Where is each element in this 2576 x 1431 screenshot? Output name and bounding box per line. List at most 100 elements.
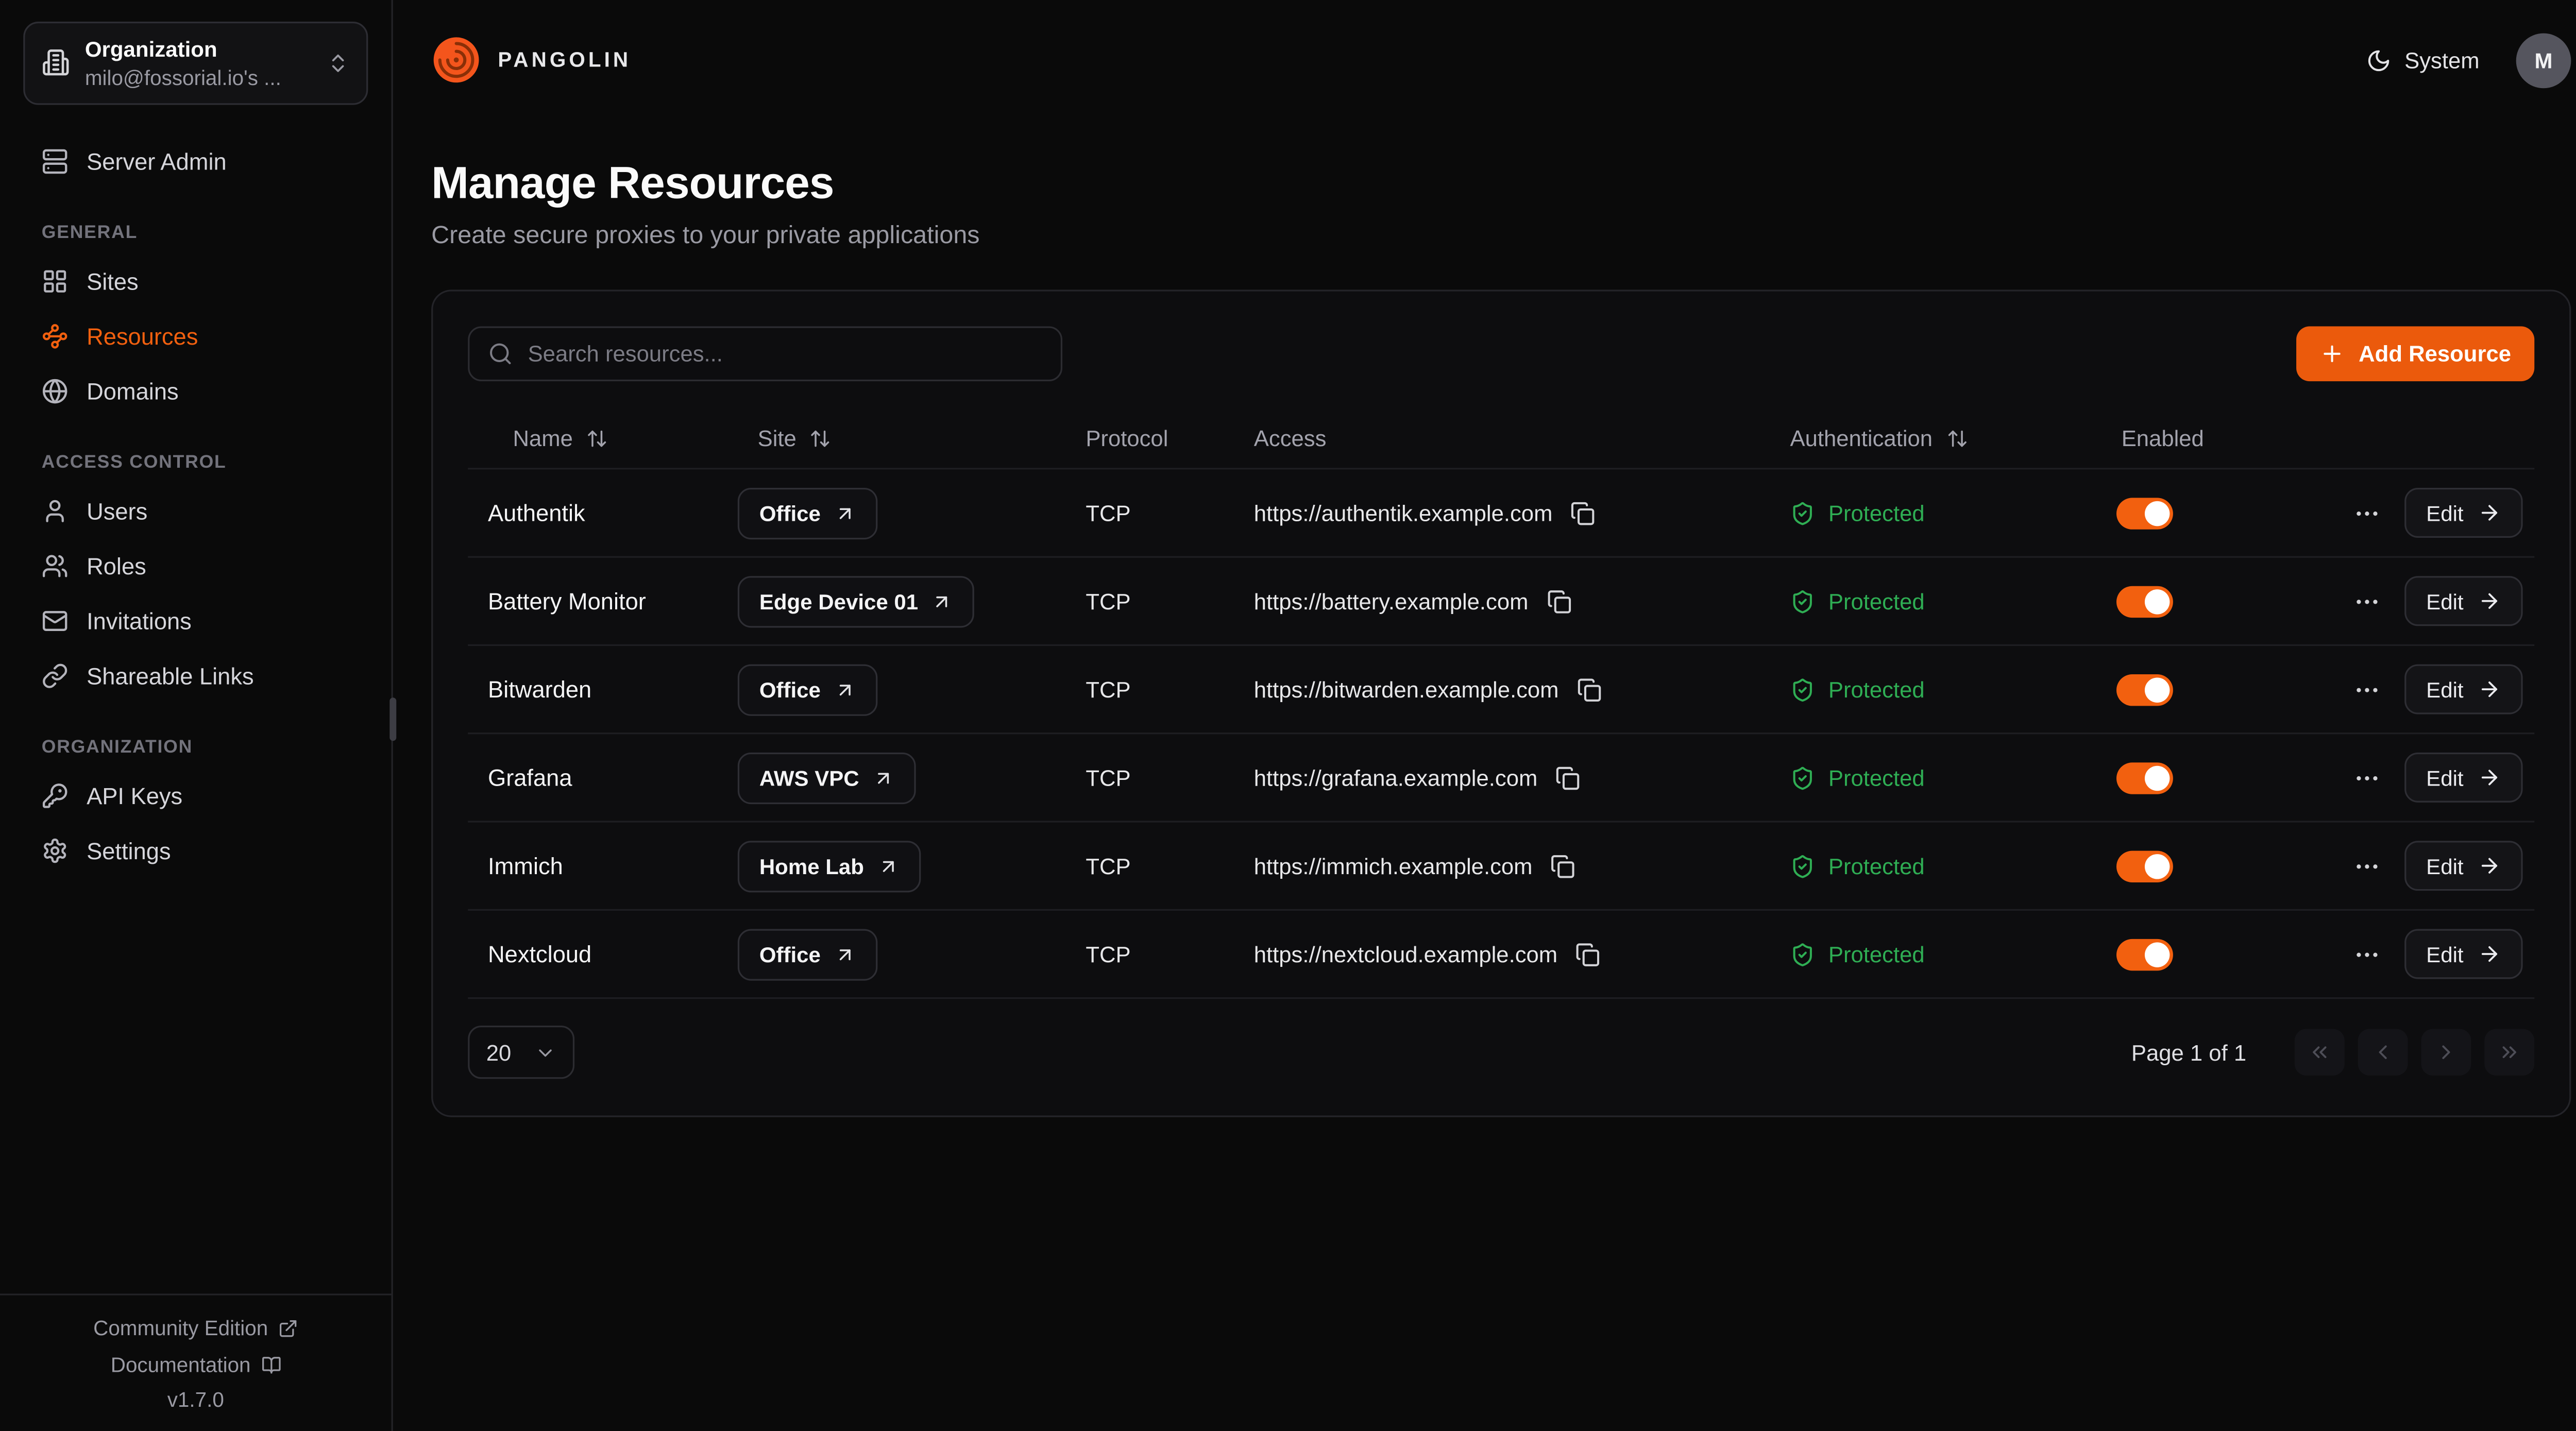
row-menu-button[interactable]	[2349, 496, 2384, 531]
add-resource-button[interactable]: Add Resource	[2297, 326, 2535, 382]
edit-button[interactable]: Edit	[2404, 664, 2523, 714]
authentication-cell: Protected	[1790, 500, 2116, 525]
copy-url-button[interactable]	[1547, 589, 1571, 614]
row-menu-button[interactable]	[2349, 672, 2384, 707]
page-subtitle: Create secure proxies to your private ap…	[431, 221, 980, 250]
row-menu-button[interactable]	[2349, 848, 2384, 883]
column-header-site[interactable]: Site	[738, 426, 1086, 451]
site-cell: Edge Device 01	[737, 575, 1086, 627]
row-menu-button[interactable]	[2349, 936, 2384, 972]
chevron-right-icon	[2442, 1045, 2450, 1059]
sidebar-item-domains[interactable]: Domains	[23, 364, 368, 419]
arrow-right-icon	[2482, 946, 2498, 962]
arrow-up-right-icon	[839, 948, 851, 960]
shield-check-icon	[1793, 501, 1812, 524]
site-link-button[interactable]: AWS VPC	[737, 752, 916, 804]
copy-url-button[interactable]	[1556, 765, 1581, 790]
sidebar-item-label: Shareable Links	[87, 663, 254, 690]
copy-url-button[interactable]	[1571, 500, 1596, 525]
avatar-initial: M	[2534, 47, 2553, 73]
site-link-button[interactable]: Edge Device 01	[737, 575, 975, 627]
protocol-cell: TCP	[1086, 853, 1131, 878]
site-link-button[interactable]: Office	[737, 663, 877, 716]
access-cell: https://bitwarden.example.com	[1254, 677, 1790, 702]
user-avatar[interactable]: M	[2516, 32, 2571, 88]
sort-icon	[811, 430, 830, 447]
section-label-organization: ORGANIZATION	[41, 737, 193, 757]
sidebar-item-label: Sites	[87, 268, 139, 296]
sidebar-item-api-keys[interactable]: API Keys	[23, 769, 368, 824]
row-menu-button[interactable]	[2349, 584, 2384, 619]
documentation-label: Documentation	[110, 1353, 251, 1376]
last-page-button[interactable]	[2484, 1029, 2535, 1076]
enabled-toggle[interactable]	[2116, 497, 2173, 529]
resource-name: Bitwarden	[488, 676, 592, 703]
sort-icon	[588, 430, 606, 447]
arrow-right-icon	[2482, 770, 2498, 786]
authentication-status: Protected	[1828, 941, 1925, 967]
table-row: Nextcloud Office TCP https://nextcloud.e…	[468, 911, 2535, 999]
protocol-cell: TCP	[1086, 500, 1131, 525]
enabled-cell	[2116, 761, 2349, 794]
search-box	[468, 326, 1063, 382]
site-link-button[interactable]: Office	[737, 487, 877, 539]
page-size-value: 20	[486, 1040, 512, 1065]
sidebar-item-shareable-links[interactable]: Shareable Links	[23, 649, 368, 704]
edit-button[interactable]: Edit	[2404, 488, 2523, 538]
page-size-select[interactable]: 20	[468, 1025, 575, 1079]
column-header-name[interactable]: Name	[468, 426, 738, 451]
waypoints-icon	[42, 325, 67, 349]
search-input[interactable]	[528, 341, 1043, 367]
enabled-toggle[interactable]	[2116, 938, 2173, 970]
brand: PANGOLIN	[431, 35, 631, 85]
sidebar-item-users[interactable]: Users	[23, 484, 368, 539]
chevron-down-icon	[539, 1048, 552, 1056]
enabled-toggle[interactable]	[2116, 849, 2173, 882]
prev-page-button[interactable]	[2358, 1029, 2408, 1076]
sidebar-item-sites[interactable]: Sites	[23, 254, 368, 310]
sidebar-item-invitations[interactable]: Invitations	[23, 594, 368, 649]
edit-button[interactable]: Edit	[2404, 576, 2523, 626]
site-link-button[interactable]: Home Lab	[737, 840, 921, 892]
row-menu-button[interactable]	[2349, 760, 2384, 795]
sidebar-item-roles[interactable]: Roles	[23, 539, 368, 594]
enabled-toggle[interactable]	[2116, 673, 2173, 705]
theme-toggle-button[interactable]: System	[2366, 47, 2480, 73]
arrow-up-right-icon	[937, 595, 948, 607]
section-label-access-control: ACCESS CONTROL	[41, 452, 227, 473]
sites-grid-icon	[44, 270, 66, 293]
section-label-general: GENERAL	[41, 223, 138, 243]
first-page-button[interactable]	[2294, 1029, 2345, 1076]
search-icon	[490, 343, 511, 365]
sidebar-resize-handle[interactable]	[389, 697, 397, 741]
protocol-cell: TCP	[1086, 941, 1131, 967]
sidebar-item-resources[interactable]: Resources	[23, 310, 368, 365]
ellipsis-icon	[2357, 775, 2378, 780]
edit-button[interactable]: Edit	[2404, 841, 2523, 891]
next-page-button[interactable]	[2421, 1029, 2471, 1076]
chevrons-left-icon	[2313, 1046, 2327, 1058]
enabled-toggle[interactable]	[2116, 761, 2173, 794]
documentation-link[interactable]: Documentation	[111, 1351, 281, 1379]
sidebar-item-settings[interactable]: Settings	[23, 824, 368, 879]
copy-url-button[interactable]	[1551, 853, 1575, 878]
edit-button[interactable]: Edit	[2404, 929, 2523, 979]
authentication-status: Protected	[1828, 588, 1925, 614]
sidebar-item-server-admin[interactable]: Server Admin	[23, 134, 368, 190]
community-edition-link[interactable]: Community Edition	[93, 1315, 298, 1343]
column-header-authentication[interactable]: Authentication	[1790, 426, 2116, 451]
resource-name: Battery Monitor	[488, 587, 646, 615]
row-actions: Edit	[2349, 576, 2540, 626]
site-link-button[interactable]: Office	[737, 928, 877, 980]
arrow-right-icon	[2482, 593, 2498, 609]
topbar-right: System M	[2366, 32, 2571, 88]
copy-url-button[interactable]	[1576, 942, 1601, 966]
authentication-cell: Protected	[1790, 765, 2116, 790]
enabled-cell	[2116, 673, 2349, 705]
edit-button[interactable]: Edit	[2404, 752, 2523, 803]
enabled-toggle[interactable]	[2116, 585, 2173, 617]
copy-url-button[interactable]	[1577, 677, 1602, 702]
org-selector[interactable]: Organization milo@fossorial.io's ...	[23, 22, 368, 105]
